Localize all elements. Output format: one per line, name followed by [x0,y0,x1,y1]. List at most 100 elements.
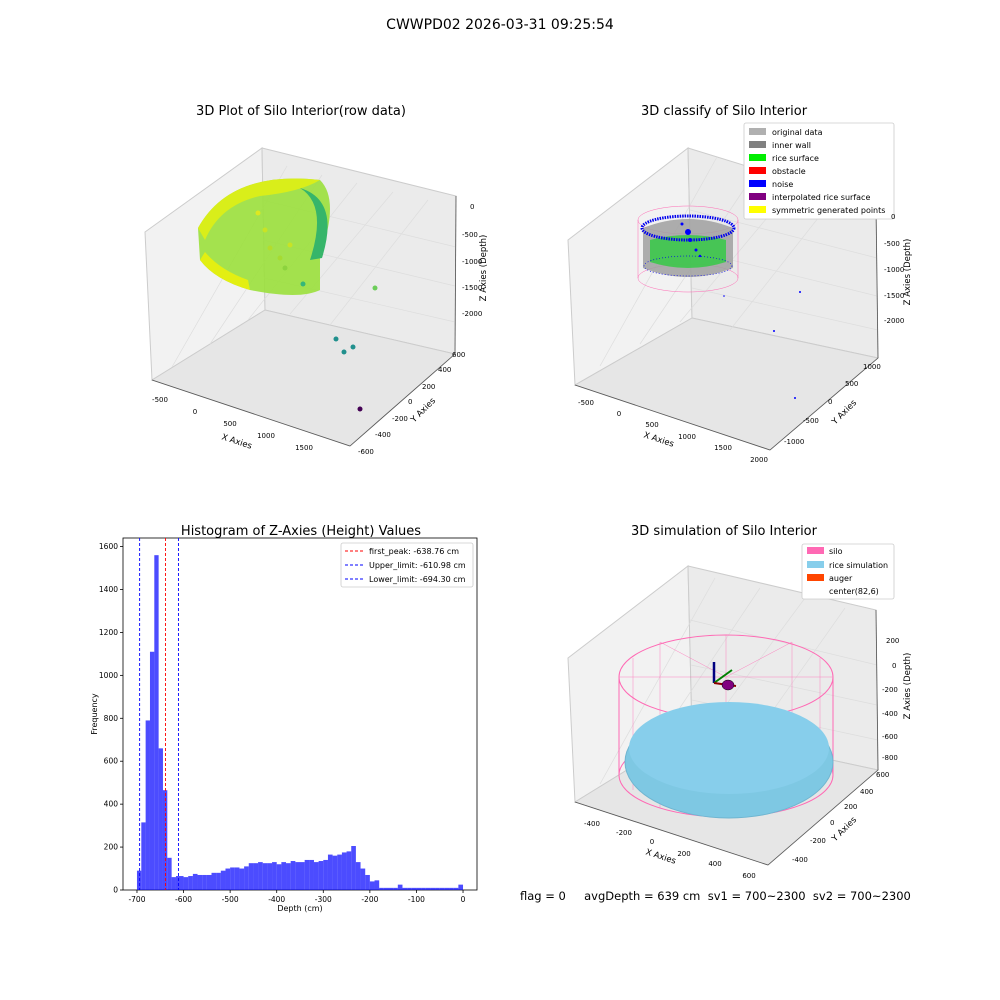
histogram-bar [197,874,203,890]
tick-label: -100 [408,895,425,904]
tick-label: -500 [578,399,594,407]
raw-z-ticks: 0 -500 -1000 -1500 -2000 [462,203,482,318]
tick-label: -600 [358,448,374,456]
histogram-bar [281,862,287,890]
tick-label: -400 [584,820,600,828]
histogram-bar [216,872,221,890]
legend-swatch [749,128,766,135]
tick-label: -1000 [784,438,804,446]
histogram-bar [149,651,155,890]
tick-label: 500 [645,421,658,429]
simulation-x-ticks: -400 -200 0 200 400 600 [584,820,756,880]
histogram-bar [276,864,282,890]
tick-label: 600 [876,771,889,779]
legend-swatch [749,193,766,200]
histogram-bar [369,881,375,890]
tick-label: 500 [845,380,858,388]
histogram-bar [171,877,176,890]
histogram-bar [167,857,172,890]
tick-label: -800 [882,754,898,762]
tick-label: 0 [461,895,466,904]
histogram-bar [234,867,240,890]
histogram-bar [206,874,212,890]
legend-swatch [749,141,766,148]
histogram-title: Histogram of Z-Axies (Height) Values [180,524,422,539]
histogram-y-axis-label: Frequency [90,693,99,735]
histogram-bar [272,862,277,890]
histogram-bar [453,887,459,890]
legend-label: rice surface [772,154,819,163]
simulation-z-ticks: 200 0 -200 -400 -600 -800 [882,637,899,762]
tick-label: 1500 [295,444,313,452]
histogram-bar [267,863,273,890]
histogram-bar [262,863,268,890]
raw-3d-plot: -500 0 500 1000 1500 X Axies 600 400 200… [144,147,489,456]
tick-label: -500 [462,231,478,239]
figure-title: CWWPD02 2026-03-31 09:25:54 [386,17,614,33]
classify-legend: original data inner wall rice surface ob… [743,122,895,220]
legend-label: center(82,6) [829,587,879,596]
classify-x-ticks: -500 0 500 1000 1500 2000 [578,399,768,464]
legend-label: rice simulation [829,561,888,570]
histogram-bar [332,855,338,890]
tick-label: 600 [742,872,755,880]
legend-label: interpolated rice surface [772,193,870,202]
histogram-bar [346,851,352,890]
histogram-bar [407,887,412,890]
histogram-bar [304,859,310,890]
histogram-bar [244,866,249,890]
histogram-bar [220,870,226,890]
histogram-bar [175,876,184,890]
histogram-bar [337,854,342,890]
raw-outlier-points [255,210,378,412]
tick-label: 200 [422,383,435,391]
simulation-legend: silo rice simulation auger center(82,6) [801,543,895,600]
tick-label: 400 [104,800,119,809]
legend-label: Upper_limit: -610.98 cm [369,561,466,570]
tick-label: 0 [193,408,197,416]
histogram-bar [393,887,398,890]
legend-label: auger [829,574,853,583]
histogram-bar [449,887,454,890]
tick-label: -2000 [884,317,904,325]
classify-wall-points [640,214,736,277]
tick-label: 1200 [99,628,118,637]
tick-label: 200 [886,637,899,645]
raw-z-axis-label: Z Axies (Depth) [479,235,489,302]
tick-label: -1500 [462,284,482,292]
histogram-bar [248,863,254,890]
raw-x-axis-label: X Axies [220,432,253,451]
legend-label: obstacle [772,167,806,176]
classify-z-ticks: 0 -500 -1000 -1500 -2000 [884,213,904,325]
tick-label: -400 [268,895,285,904]
tick-label: 200 [104,843,119,852]
tick-label: 1000 [863,363,881,371]
histogram-plot-area [122,537,478,891]
histogram-bar [318,861,324,890]
histogram-bar [379,887,384,890]
raw-scan-ring [198,178,330,295]
histogram-x-axis-label: Depth (cm) [277,904,322,913]
tick-label: 200 [677,850,690,858]
tick-label: 400 [860,788,873,796]
tick-label: -1000 [884,266,904,274]
simulation-x-axis-label: X Axies [644,847,677,866]
histogram-bar [309,859,314,890]
legend-label: Lower_limit: -694.30 cm [369,575,466,584]
simulation-z-axis-label: Z Axies (Depth) [903,653,913,720]
tick-label: -200 [616,829,632,837]
histogram-bar [192,873,198,890]
legend-swatch [749,180,766,187]
histogram-bar [145,720,150,890]
histogram-bar [374,880,380,890]
classify-y-ticks: 1000 500 0 -500 -1000 [784,363,881,446]
legend-label: inner wall [772,141,811,150]
tick-label: 0 [617,410,621,418]
histogram-x-ticks: -700 -600 -500 -400 -300 -200 -100 0 [128,890,466,904]
histogram-bar [141,822,146,890]
histogram-y-ticks: 0 200 400 600 800 1000 1200 1400 1600 [99,542,123,895]
histogram-bar [416,887,422,890]
tick-label: -700 [128,895,145,904]
histogram-bar [158,748,163,890]
classify-x-axis-label: X Axies [642,430,675,449]
